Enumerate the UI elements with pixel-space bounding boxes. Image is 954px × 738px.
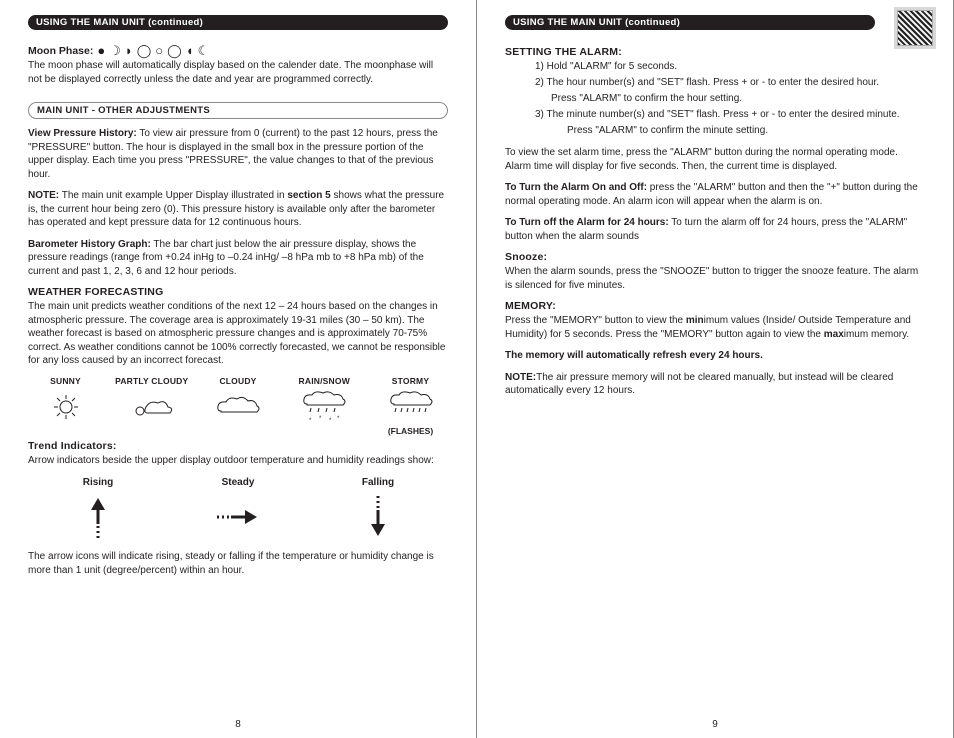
page-right: USING THE MAIN UNIT (continued) SETTING …	[477, 0, 954, 738]
weather-sunny: SUNNY	[28, 376, 103, 436]
moon-new-icon: ●	[97, 44, 105, 57]
memory-text: Press the "MEMORY" button to view the mi…	[505, 314, 925, 341]
sub-header-adjustments: MAIN UNIT - OTHER ADJUSTMENTS	[28, 102, 448, 119]
trend-falling: Falling	[323, 477, 433, 538]
page-number-left: 8	[0, 719, 476, 730]
moon-first-quarter-icon: ◗	[125, 44, 133, 57]
svg-text:*: *	[329, 418, 332, 424]
stormy-icon	[373, 390, 448, 424]
alarm-step-2b: Press "ALARM" to confirm the hour settin…	[551, 92, 925, 106]
svg-text:*: *	[337, 416, 340, 422]
memory-refresh: The memory will automatically refresh ev…	[505, 349, 925, 363]
sunny-icon	[28, 390, 103, 424]
page-number-right: 9	[477, 719, 953, 730]
alarm-step-2: 2) The hour number(s) and "SET" flash. P…	[535, 76, 925, 90]
alarm-step-3b: Press "ALARM" to confirm the minute sett…	[567, 124, 925, 138]
setting-alarm-heading: SETTING THE ALARM:	[505, 46, 925, 58]
svg-text:*: *	[309, 418, 312, 424]
rain-snow-icon: * * * *	[287, 390, 362, 424]
moon-waxing-gibbous-icon: ◯	[137, 44, 152, 57]
alarm-steps: 1) Hold "ALARM" for 5 seconds. 2) The ho…	[535, 60, 925, 138]
view-pressure-history: View Pressure History: To view air press…	[28, 127, 448, 181]
note-2: NOTE:The air pressure memory will not be…	[505, 371, 925, 398]
steady-arrow-icon	[183, 496, 293, 538]
partly-cloudy-icon	[114, 390, 189, 424]
flashes-label: (FLASHES)	[373, 426, 448, 436]
note1-label: NOTE:	[28, 190, 59, 201]
trend-indicators-heading: Trend Indicators:	[28, 440, 448, 452]
cloudy-icon	[201, 390, 276, 424]
trend-rising: Rising	[43, 477, 153, 538]
bhg-label: Barometer History Graph:	[28, 239, 151, 250]
weather-icons-row: SUNNY PARTLY CLOUDY CLOUDY RAIN/SNOW ***…	[28, 376, 448, 436]
view-alarm-text: To view the set alarm time, press the "A…	[505, 146, 925, 173]
snooze-text: When the alarm sounds, press the "SNOOZE…	[505, 265, 925, 292]
weather-rain-snow: RAIN/SNOW ****	[287, 376, 362, 436]
weather-stormy: STORMY (FLASHES)	[373, 376, 448, 436]
weather-forecasting-heading: WEATHER FORECASTING	[28, 286, 448, 298]
note-1: NOTE: The main unit example Upper Displa…	[28, 189, 448, 230]
moon-phase-row: Moon Phase: ● ☽ ◗ ◯ ○ ◯ ◖ ☾	[28, 44, 448, 57]
weather-forecasting-text: The main unit predicts weather condition…	[28, 300, 448, 368]
moon-phase-label: Moon Phase:	[28, 45, 93, 57]
falling-arrow-icon	[323, 496, 433, 538]
moon-last-quarter-icon: ◖	[186, 44, 194, 57]
moon-full-icon: ○	[155, 44, 163, 57]
alarm-step-1: 1) Hold "ALARM" for 5 seconds.	[535, 60, 925, 74]
section-header-right: USING THE MAIN UNIT (continued)	[505, 15, 875, 30]
barometer-history-graph: Barometer History Graph: The bar chart j…	[28, 238, 448, 279]
rising-arrow-icon	[43, 496, 153, 538]
moon-waxing-crescent-icon: ☽	[109, 44, 121, 57]
alarm-step-3: 3) The minute number(s) and "SET" flash.…	[535, 108, 925, 122]
page-left: USING THE MAIN UNIT (continued) Moon Pha…	[0, 0, 477, 738]
alarm-off-24h: To Turn off the Alarm for 24 hours: To t…	[505, 216, 925, 243]
snooze-heading: Snooze:	[505, 251, 925, 263]
vph-label: View Pressure History:	[28, 128, 137, 139]
memory-heading: MEMORY:	[505, 300, 925, 312]
moon-waning-gibbous-icon: ◯	[167, 44, 182, 57]
svg-text:*: *	[319, 416, 322, 422]
moon-waning-crescent-icon: ☾	[198, 44, 210, 57]
trend-steady: Steady	[183, 477, 293, 538]
weather-partly-cloudy: PARTLY CLOUDY	[114, 376, 189, 436]
trend-row: Rising Steady Falling	[28, 477, 448, 538]
trend-indicators-text: Arrow indicators beside the upper displa…	[28, 454, 448, 468]
weather-cloudy: CLOUDY	[201, 376, 276, 436]
trend-note: The arrow icons will indicate rising, st…	[28, 550, 448, 577]
section-header-left: USING THE MAIN UNIT (continued)	[28, 15, 448, 30]
qr-code-icon	[897, 10, 933, 46]
moon-phase-text: The moon phase will automatically displa…	[28, 59, 448, 86]
alarm-on-off: To Turn the Alarm On and Off: press the …	[505, 181, 925, 208]
